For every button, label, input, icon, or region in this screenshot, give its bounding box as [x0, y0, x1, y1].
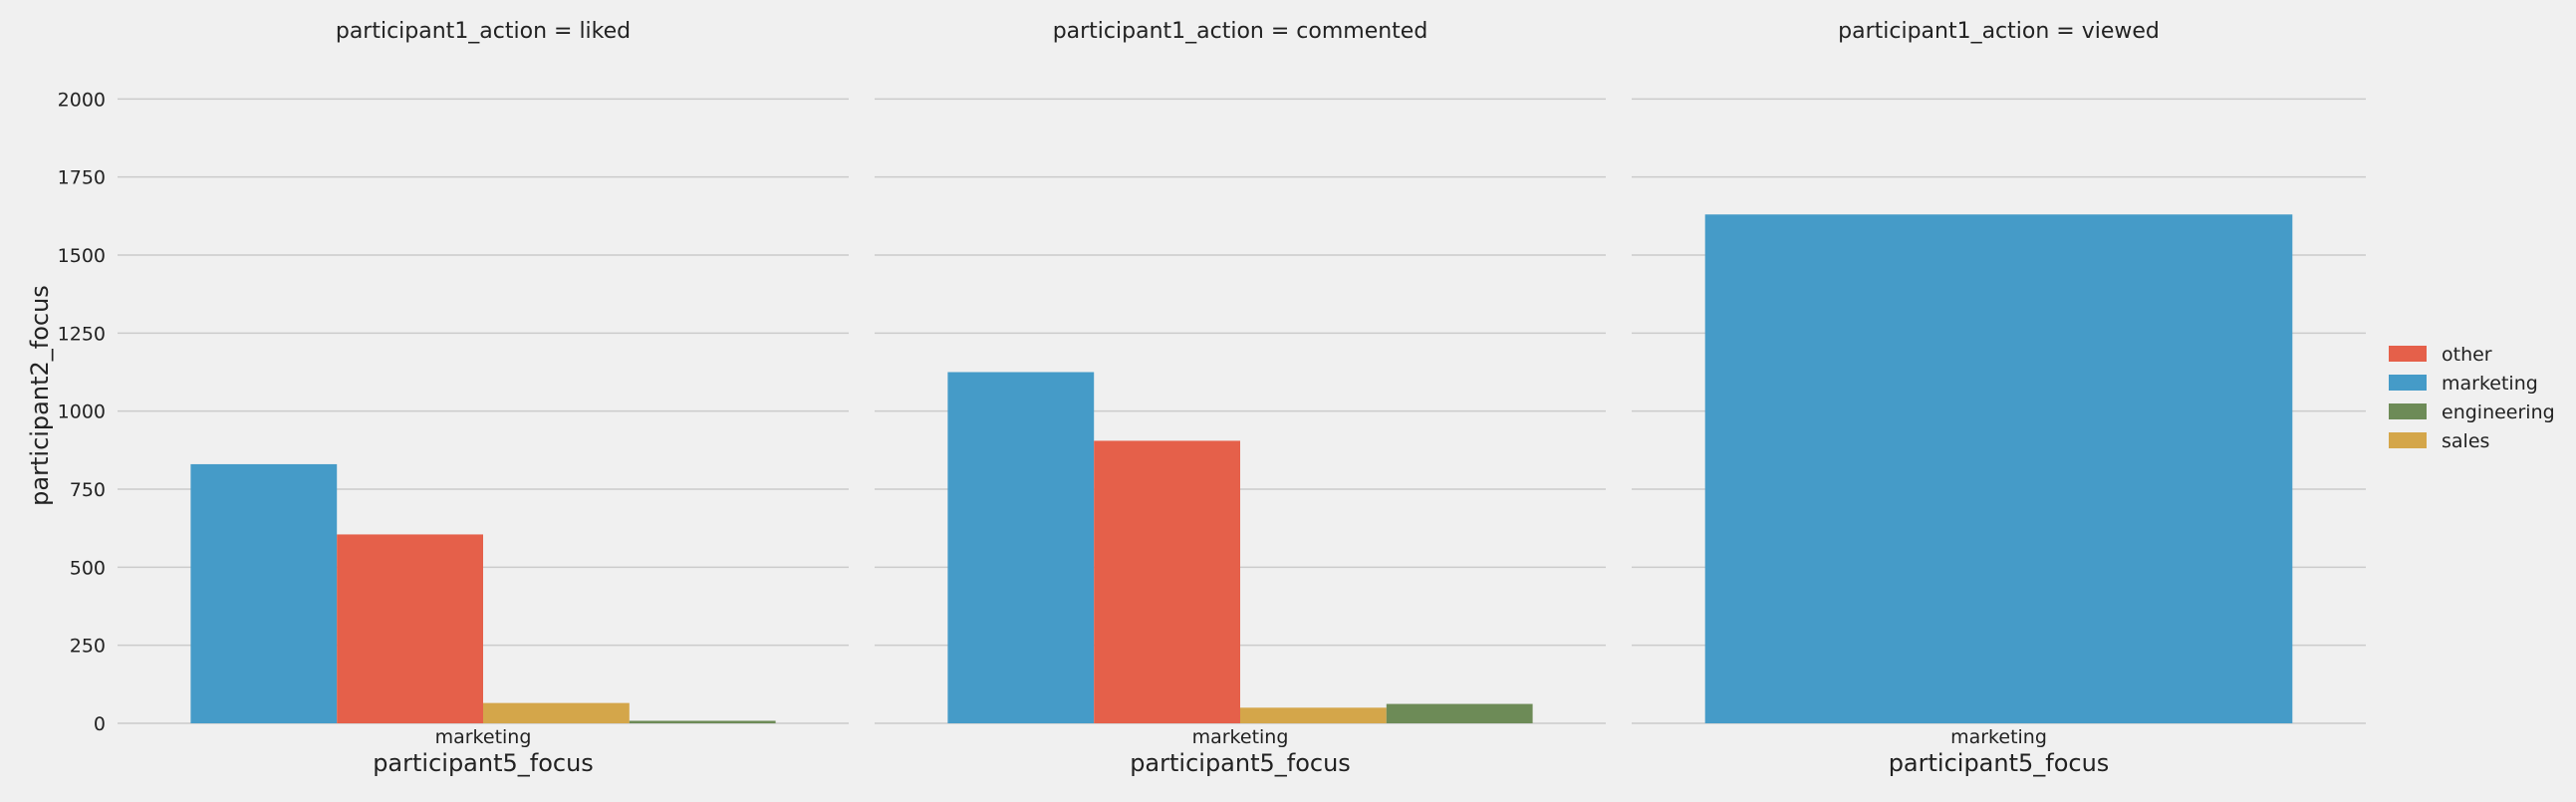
legend-label-other: other	[2442, 344, 2492, 366]
y-tick-label-5: 1250	[58, 323, 106, 345]
y-tick-label-8: 2000	[58, 89, 106, 111]
x-axis-title-0: participant5_focus	[373, 749, 594, 777]
bar-1-sales	[1240, 707, 1387, 723]
bar-1-other	[1094, 440, 1240, 723]
x-axis-title-1: participant5_focus	[1130, 749, 1351, 777]
y-tick-label-4: 1000	[58, 401, 106, 423]
legend-swatch-sales	[2389, 432, 2427, 448]
y-axis-title: participant2_focus	[26, 285, 54, 506]
legend-swatch-other	[2389, 346, 2427, 362]
panel-title-1: participant1_action = commented	[1053, 19, 1428, 44]
y-tick-label-3: 750	[70, 479, 106, 501]
legend-swatch-marketing	[2389, 375, 2427, 391]
legend-label-sales: sales	[2442, 430, 2489, 452]
x-axis-title-2: participant5_focus	[1889, 749, 2110, 777]
y-tick-label-6: 1500	[58, 245, 106, 267]
x-tick-label-1-0: marketing	[1192, 726, 1289, 748]
bar-0-marketing	[190, 463, 338, 723]
y-tick-label-7: 1750	[58, 167, 106, 189]
bar-2-marketing	[1704, 214, 2293, 723]
bar-1-marketing	[947, 372, 1095, 723]
legend-swatch-engineering	[2389, 403, 2427, 419]
panel-title-0: participant1_action = liked	[336, 19, 631, 44]
bar-0-engineering	[629, 720, 776, 723]
y-tick-label-0: 0	[94, 713, 106, 735]
legend-label-marketing: marketing	[2442, 373, 2538, 395]
bar-0-other	[337, 534, 483, 723]
x-tick-label-2-0: marketing	[1950, 726, 2047, 748]
bar-1-engineering	[1386, 703, 1533, 723]
legend-label-engineering: engineering	[2442, 401, 2555, 423]
y-tick-label-2: 500	[70, 557, 106, 579]
y-tick-label-1: 250	[70, 636, 106, 658]
bar-0-sales	[483, 702, 630, 723]
panel-title-2: participant1_action = viewed	[1838, 19, 2160, 44]
x-tick-label-0-0: marketing	[435, 726, 532, 748]
